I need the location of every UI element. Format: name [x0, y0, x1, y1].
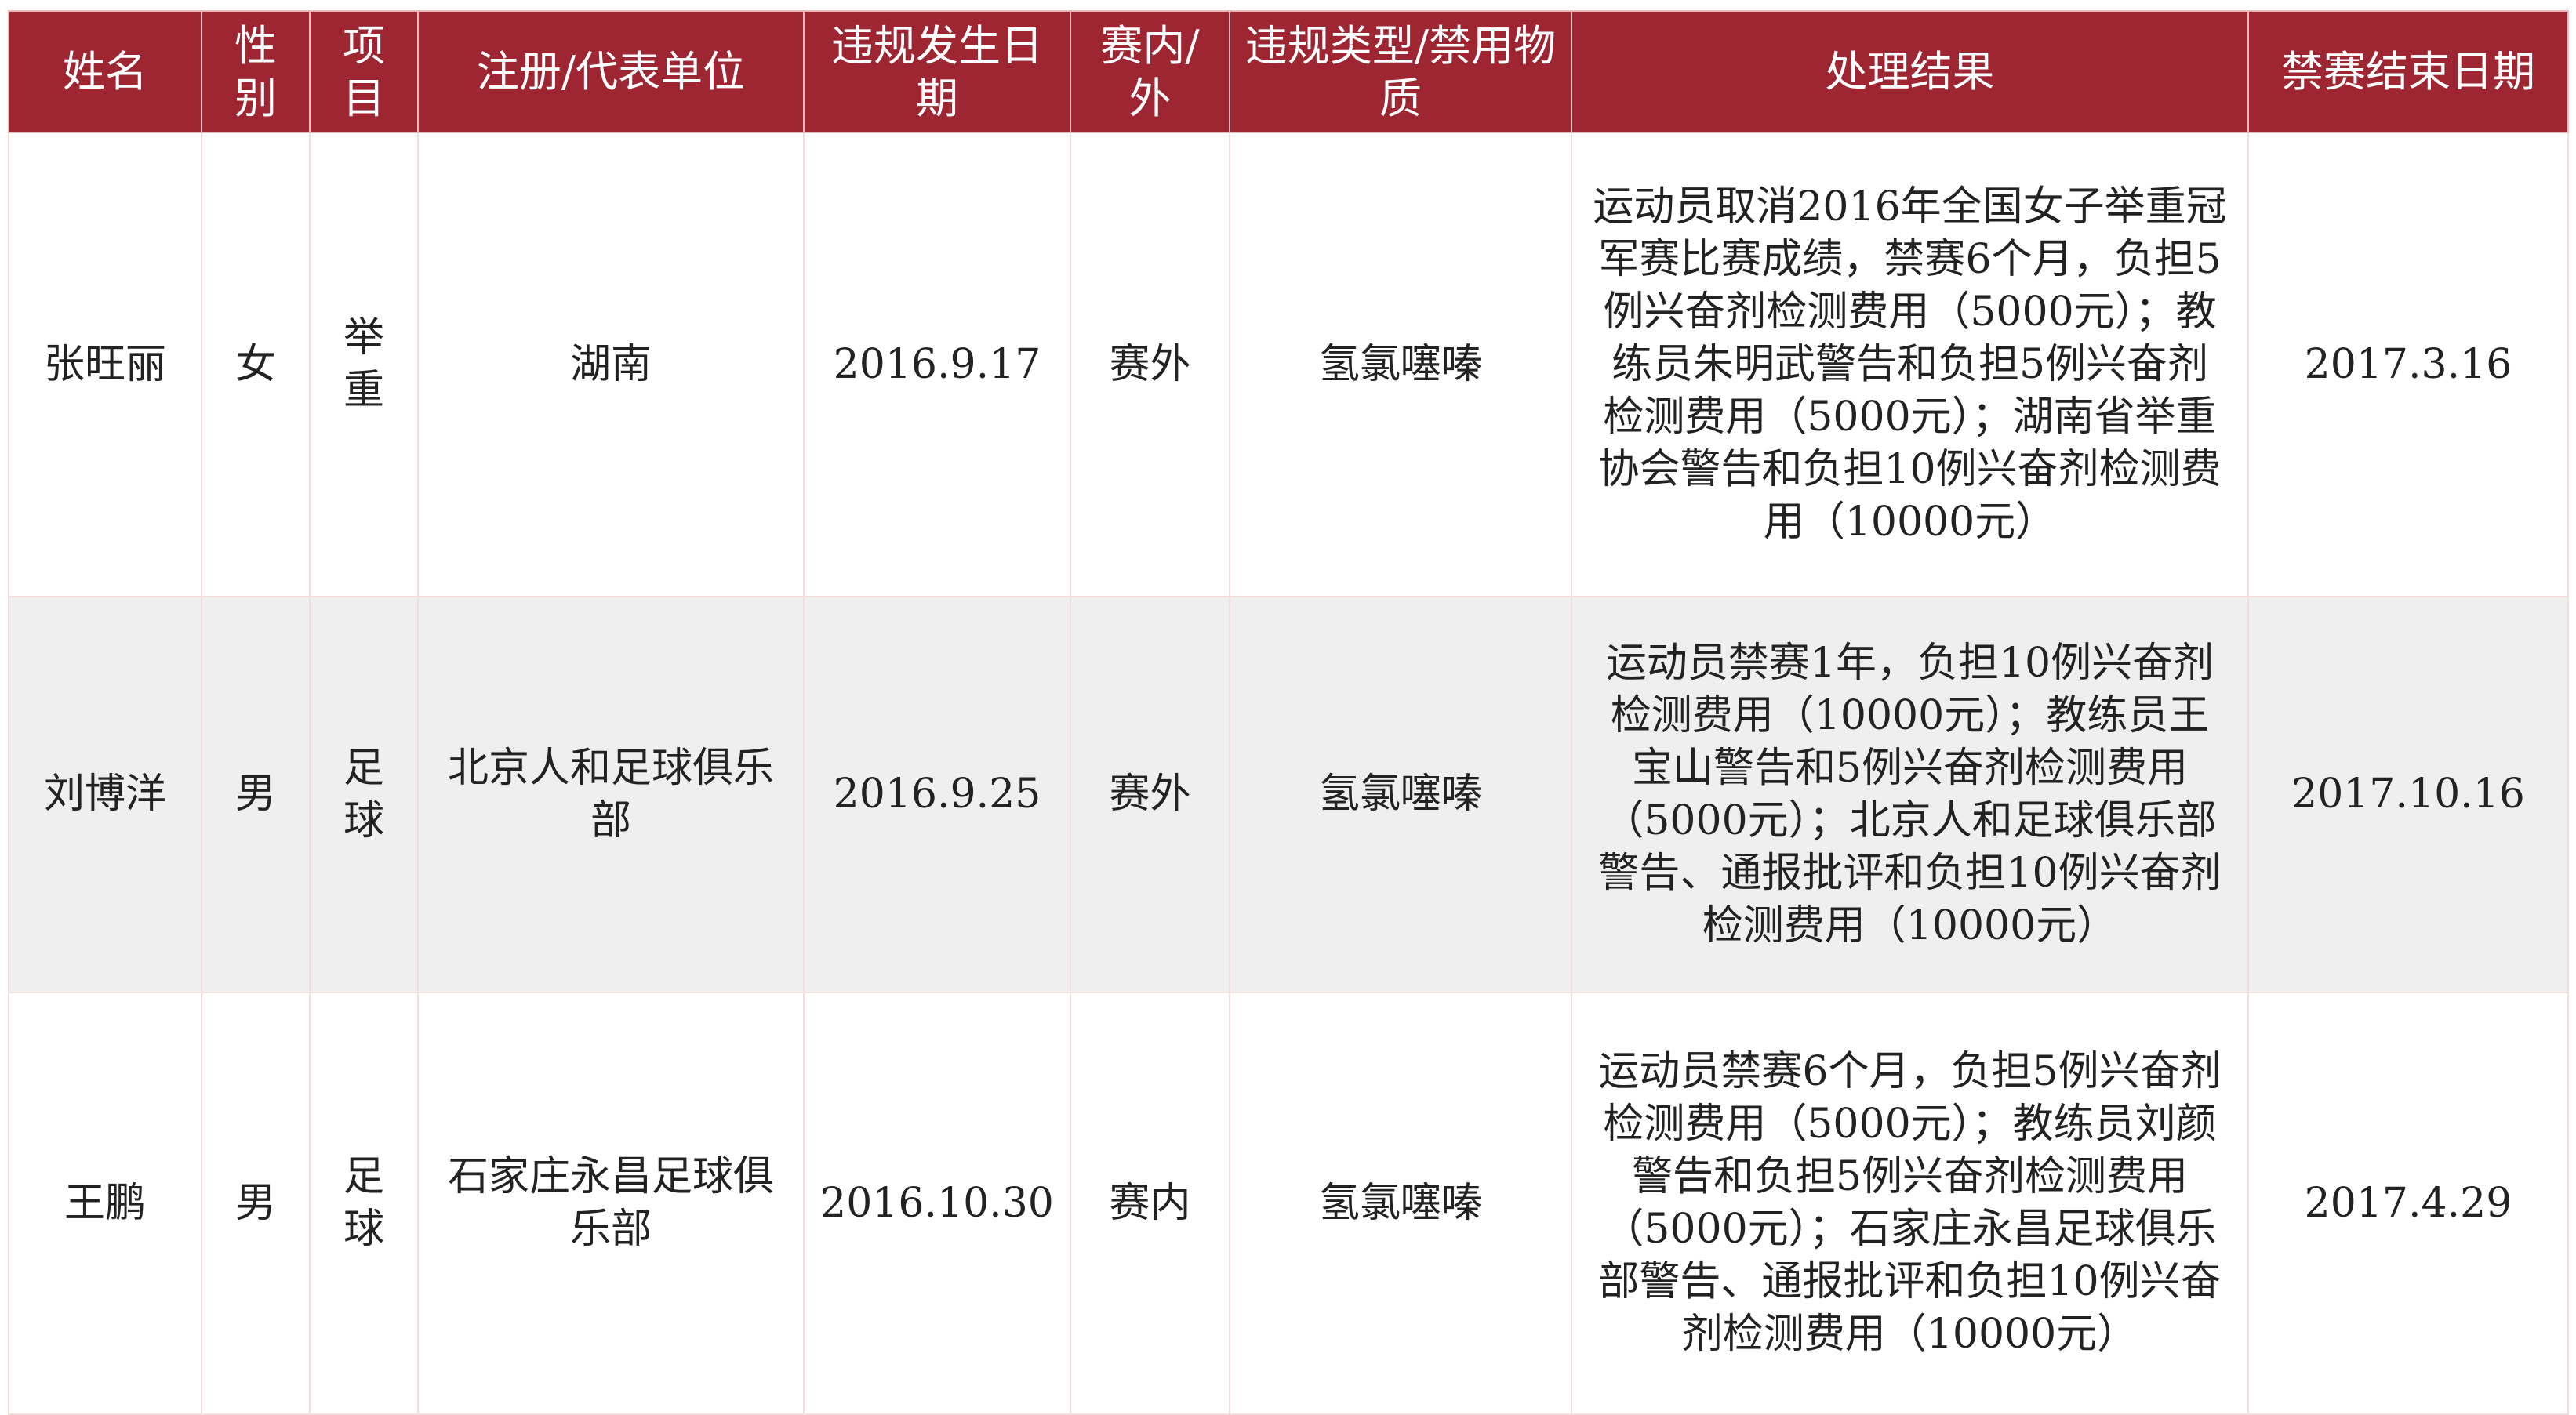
cell-substance: 氢氯噻嗪 — [1229, 992, 1572, 1415]
cell-result: 运动员取消2016年全国女子举重冠军赛比赛成绩，禁赛6个月，负担5例兴奋剂检测费… — [1571, 132, 2249, 597]
header-result: 处理结果 — [1571, 10, 2249, 133]
header-substance: 违规类型/禁用物质 — [1229, 10, 1572, 133]
header-gender: 性别 — [201, 10, 311, 133]
cell-name: 张旺丽 — [8, 132, 202, 597]
cell-name: 刘博洋 — [8, 596, 202, 993]
table-row: 刘博洋 男 足球 北京人和足球俱乐部 2016.9.25 赛外 氢氯噻嗪 运动员… — [8, 596, 2569, 993]
cell-gender: 男 — [201, 596, 311, 993]
cell-name: 王鹏 — [8, 992, 202, 1415]
cell-violation-date: 2016.9.17 — [803, 132, 1071, 597]
cell-substance: 氢氯噻嗪 — [1229, 596, 1572, 993]
table-row: 张旺丽 女 举重 湖南 2016.9.17 赛外 氢氯噻嗪 运动员取消2016年… — [8, 132, 2569, 597]
cell-in-out-competition: 赛外 — [1070, 596, 1230, 993]
cell-violation-date: 2016.9.25 — [803, 596, 1071, 993]
cell-substance: 氢氯噻嗪 — [1229, 132, 1572, 597]
header-organization: 注册/代表单位 — [417, 10, 805, 133]
header-sport: 项目 — [309, 10, 419, 133]
cell-ban-end-date: 2017.10.16 — [2247, 596, 2569, 993]
cell-result: 运动员禁赛1年，负担10例兴奋剂检测费用（10000元）；教练员王宝山警告和5例… — [1571, 596, 2249, 993]
cell-in-out-competition: 赛外 — [1070, 132, 1230, 597]
header-name: 姓名 — [8, 10, 202, 133]
header-ban-end-date: 禁赛结束日期 — [2247, 10, 2569, 133]
doping-violations-table: 姓名 性别 项目 注册/代表单位 违规发生日期 赛内/外 违规类型/禁用物质 处… — [8, 10, 2569, 1415]
cell-organization: 北京人和足球俱乐部 — [417, 596, 805, 993]
cell-gender: 女 — [201, 132, 311, 597]
header-violation-date: 违规发生日期 — [803, 10, 1071, 133]
cell-sport: 举重 — [309, 132, 419, 597]
cell-organization: 湖南 — [417, 132, 805, 597]
cell-in-out-competition: 赛内 — [1070, 992, 1230, 1415]
header-row: 姓名 性别 项目 注册/代表单位 违规发生日期 赛内/外 违规类型/禁用物质 处… — [8, 10, 2569, 133]
cell-ban-end-date: 2017.4.29 — [2247, 992, 2569, 1415]
cell-ban-end-date: 2017.3.16 — [2247, 132, 2569, 597]
cell-gender: 男 — [201, 992, 311, 1415]
header-in-out-competition: 赛内/外 — [1070, 10, 1230, 133]
table-row: 王鹏 男 足球 石家庄永昌足球俱乐部 2016.10.30 赛内 氢氯噻嗪 运动… — [8, 992, 2569, 1415]
cell-sport: 足球 — [309, 992, 419, 1415]
cell-violation-date: 2016.10.30 — [803, 992, 1071, 1415]
cell-sport: 足球 — [309, 596, 419, 993]
cell-result: 运动员禁赛6个月，负担5例兴奋剂检测费用（5000元）；教练员刘颜警告和负担5例… — [1571, 992, 2249, 1415]
cell-organization: 石家庄永昌足球俱乐部 — [417, 992, 805, 1415]
